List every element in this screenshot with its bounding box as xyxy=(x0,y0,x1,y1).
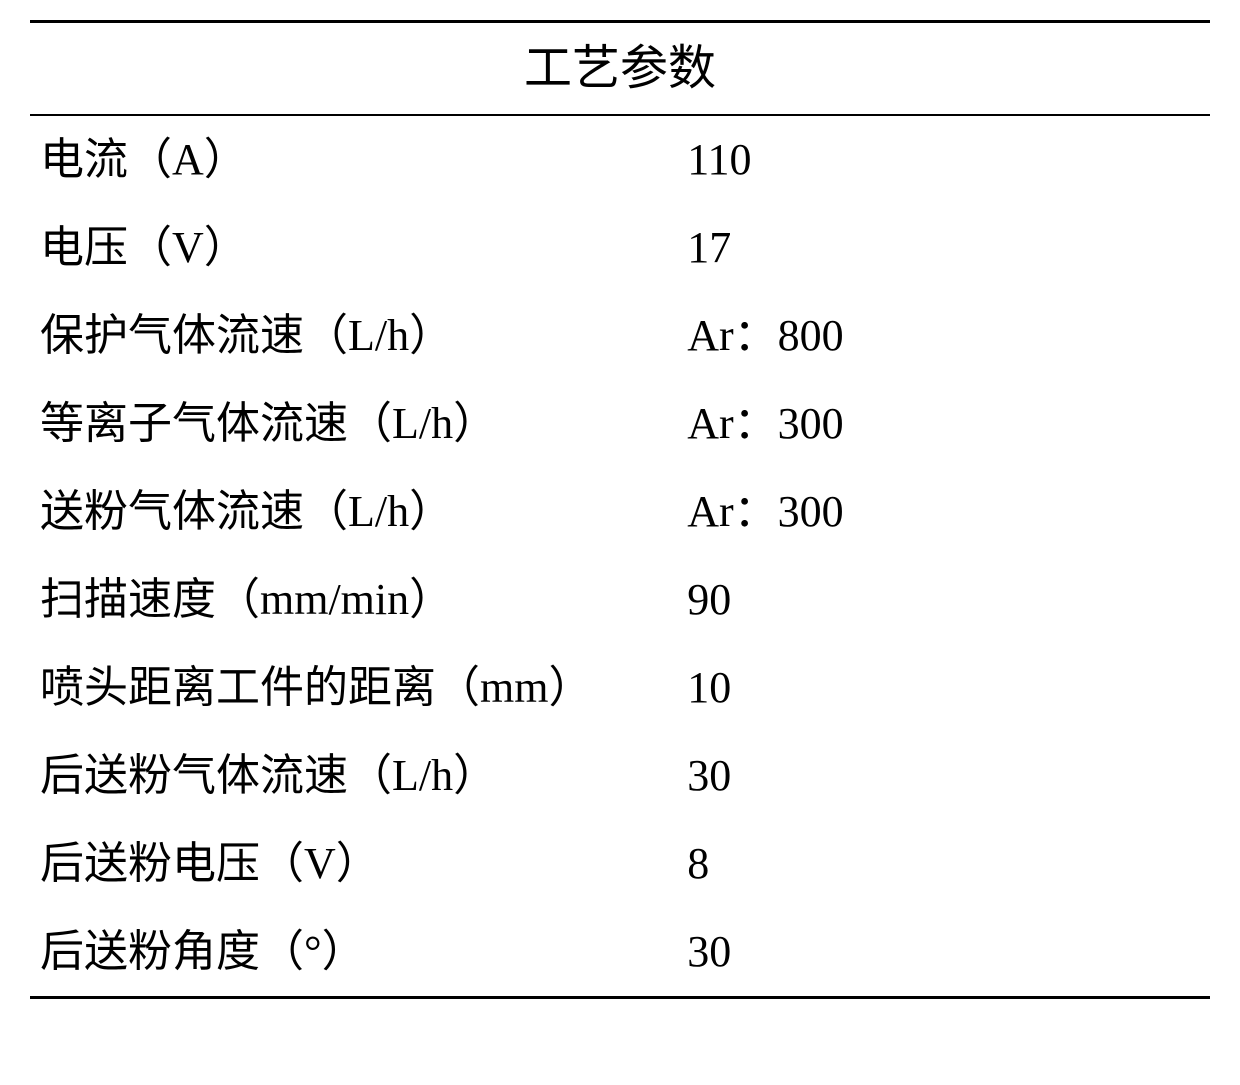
param-value: 30 xyxy=(677,754,1210,798)
param-label: 扫描速度（mm/min） xyxy=(30,578,677,622)
table-title: 工艺参数 xyxy=(30,23,1210,116)
param-value: 30 xyxy=(677,930,1210,974)
table-row: 送粉气体流速（L/h） Ar：300 xyxy=(30,468,1210,556)
param-label: 保护气体流速（L/h） xyxy=(30,314,677,358)
table-row: 喷头距离工件的距离（mm） 10 xyxy=(30,644,1210,732)
table-row: 保护气体流速（L/h） Ar：800 xyxy=(30,292,1210,380)
param-value: 17 xyxy=(677,226,1210,270)
param-label: 后送粉电压（V） xyxy=(30,842,677,886)
param-value: Ar：800 xyxy=(677,314,1210,358)
param-label: 后送粉气体流速（L/h） xyxy=(30,754,677,798)
table-row: 电压（V） 17 xyxy=(30,204,1210,292)
param-label: 电流（A） xyxy=(30,138,677,182)
param-value: 8 xyxy=(677,842,1210,886)
param-value: 10 xyxy=(677,666,1210,710)
table-row: 后送粉角度（°） 30 xyxy=(30,908,1210,996)
table-row: 后送粉气体流速（L/h） 30 xyxy=(30,732,1210,820)
param-label: 等离子气体流速（L/h） xyxy=(30,402,677,446)
table-row: 后送粉电压（V） 8 xyxy=(30,820,1210,908)
param-value: Ar：300 xyxy=(677,490,1210,534)
param-label: 送粉气体流速（L/h） xyxy=(30,490,677,534)
page: 工艺参数 电流（A） 110 电压（V） 17 保护气体流速（L/h） Ar：8… xyxy=(0,0,1240,1085)
param-label: 后送粉角度（°） xyxy=(30,930,677,974)
param-label: 喷头距离工件的距离（mm） xyxy=(30,666,677,710)
param-value: 90 xyxy=(677,578,1210,622)
param-value: Ar：300 xyxy=(677,402,1210,446)
table-row: 电流（A） 110 xyxy=(30,116,1210,204)
process-parameter-table: 工艺参数 电流（A） 110 电压（V） 17 保护气体流速（L/h） Ar：8… xyxy=(30,20,1210,999)
table-row: 扫描速度（mm/min） 90 xyxy=(30,556,1210,644)
param-value: 110 xyxy=(677,138,1210,182)
param-label: 电压（V） xyxy=(30,226,677,270)
table-row: 等离子气体流速（L/h） Ar：300 xyxy=(30,380,1210,468)
